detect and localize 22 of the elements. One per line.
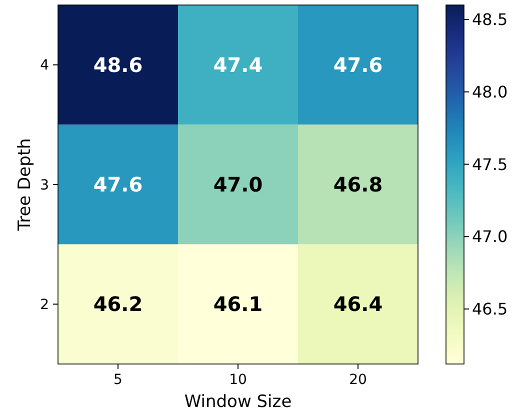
color-bar-label: 47.5 (472, 154, 508, 174)
color-bar-label: 48.5 (472, 10, 508, 30)
data-label: 46.2 (93, 292, 143, 316)
data-label: 46.4 (333, 292, 383, 316)
x-tick-label: 20 (349, 372, 367, 388)
x-axis-title: Window Size (184, 392, 292, 412)
x-tick-label: 10 (229, 372, 247, 388)
y-axis-title: Tree Depth (15, 138, 35, 232)
y-tick-label: 3 (40, 177, 49, 194)
color-bar-label: 46.5 (472, 300, 508, 319)
data-label: 47.6 (333, 52, 383, 77)
data-label: 46.1 (213, 292, 263, 316)
y-tick-label: 4 (40, 58, 50, 74)
data-label: 48.6 (93, 52, 143, 77)
data-label: 47.6 (93, 172, 143, 196)
x-tick-label: 5 (114, 372, 122, 388)
y-tick-label: 2 (40, 297, 49, 314)
color-bar-label: 47.0 (472, 227, 508, 246)
data-label: 47.0 (213, 172, 263, 196)
data-label: 46.8 (333, 172, 383, 196)
color-bar-label: 48.0 (472, 82, 508, 102)
data-label: 47.4 (213, 52, 263, 77)
